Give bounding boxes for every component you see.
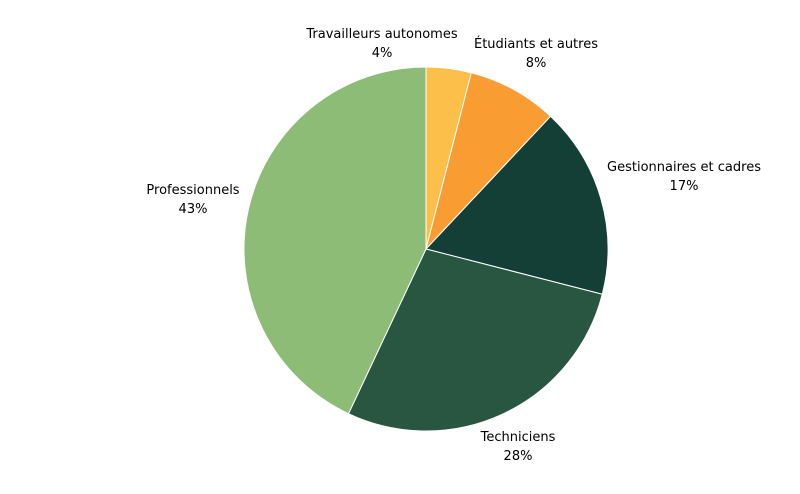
slice-percent-label: 28% — [504, 449, 533, 464]
slice-percent-label: 43% — [179, 202, 208, 217]
slice-label: Étudiants et autres — [474, 36, 598, 52]
pie-slice-gestionnaires-et-cadres — [425, 115, 609, 295]
slice-label: Techniciens — [480, 430, 556, 445]
slice-percent-label: 4% — [372, 46, 393, 61]
pie-labels: Travailleurs autonomes 4% Étudiants et aut… — [146, 27, 761, 464]
pie-slice-etudiants-et-autres — [425, 72, 552, 250]
slice-percent-label: 17% — [670, 179, 699, 194]
slice-label: Travailleurs autonomes — [305, 27, 457, 42]
slice-percent-label: 8% — [526, 56, 547, 71]
pie-slices — [243, 66, 609, 432]
slice-label: Gestionnaires et cadres — [607, 160, 761, 175]
slice-label: Professionnels — [146, 183, 239, 198]
pie-slice-professionnels — [243, 66, 427, 415]
pie-slice-techniciens — [347, 248, 603, 432]
